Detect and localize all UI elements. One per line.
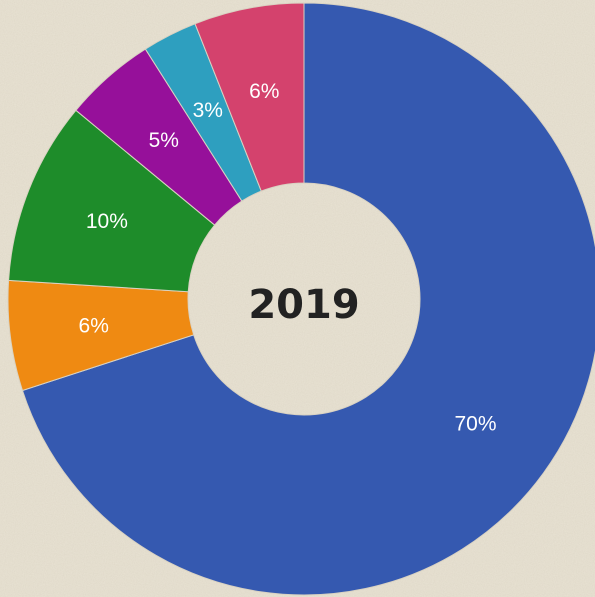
slice-label-1: 70% (454, 413, 496, 436)
slice-label-5: 3% (193, 99, 223, 122)
donut-slice-6 (194, 2, 305, 192)
slice-label-6: 6% (249, 80, 279, 103)
slice-group (7, 2, 595, 596)
donut-slice-1 (21, 2, 595, 596)
slice-label-group: 70% 6% 10% 5% 3% 6% (79, 80, 497, 436)
slice-label-3: 10% (86, 210, 128, 233)
slice-label-2: 6% (79, 315, 109, 338)
center-year-label: 2019 (248, 282, 359, 328)
slice-label-4: 5% (149, 129, 179, 152)
